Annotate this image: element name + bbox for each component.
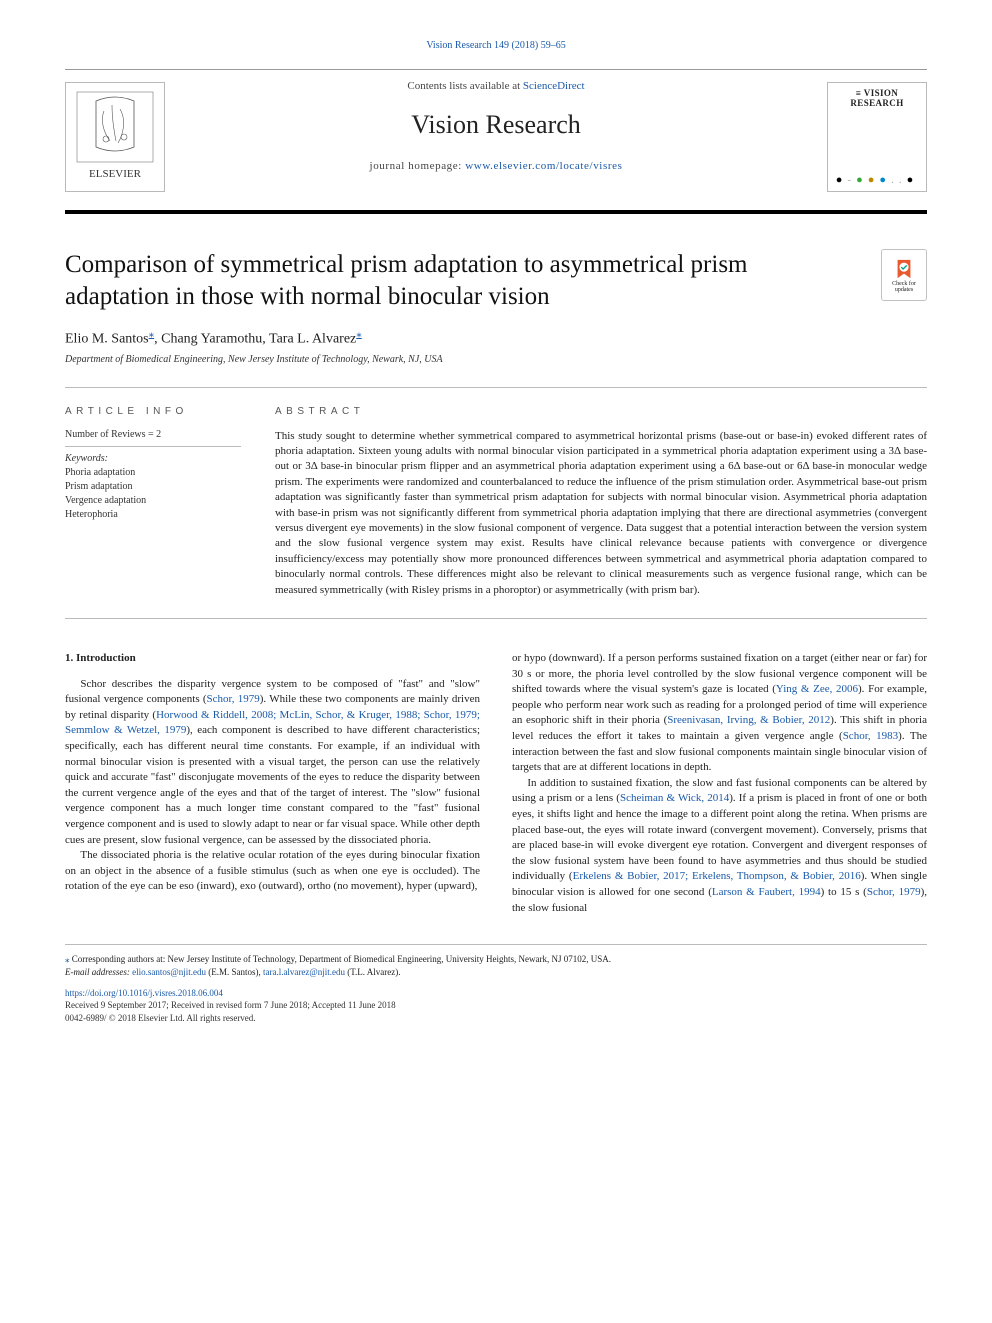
- ref-link-erkelens[interactable]: Erkelens & Bobier, 2017; Erkelens, Thomp…: [573, 870, 861, 882]
- journal-title: Vision Research: [183, 110, 809, 140]
- copyright-line: 0042-6989/ © 2018 Elsevier Ltd. All righ…: [65, 1012, 927, 1025]
- keyword-3: Vergence adaptation: [65, 494, 241, 508]
- abstract-heading: ABSTRACT: [275, 406, 927, 417]
- abstract-col: ABSTRACT This study sought to determine …: [275, 406, 927, 598]
- ref-link-larson-faubert[interactable]: Larson & Faubert, 1994: [712, 886, 821, 898]
- author-1: Elio M. Santos: [65, 332, 149, 347]
- body-columns: 1. Introduction Schor describes the disp…: [65, 651, 927, 916]
- received-line: Received 9 September 2017; Received in r…: [65, 999, 927, 1012]
- journal-cover-thumb: ≡ VISION RESEARCH ●-●●●..●: [827, 82, 927, 192]
- article-info-heading: ARTICLE INFO: [65, 406, 241, 417]
- contents-prefix: Contents lists available at: [407, 80, 522, 92]
- corr-star-icon: ⁎: [65, 954, 70, 964]
- corr-mark-1[interactable]: ⁎: [149, 328, 155, 340]
- affiliation: Department of Biomedical Engineering, Ne…: [65, 354, 927, 365]
- elsevier-logo: ELSEVIER: [65, 82, 165, 192]
- ref-link-schor1979-2[interactable]: Schor, 1979: [867, 886, 921, 898]
- intro-p1: Schor describes the disparity vergence s…: [65, 677, 480, 849]
- ref-link-sreenivasan[interactable]: Sreenivasan, Irving, & Bobier, 2012: [667, 714, 830, 726]
- email-link-2[interactable]: tara.l.alvarez@njit.edu: [263, 967, 345, 977]
- intro-p3: or hypo (downward). If a person performs…: [512, 651, 927, 776]
- homepage-link[interactable]: www.elsevier.com/locate/visres: [465, 160, 622, 172]
- email-label: E-mail addresses:: [65, 967, 132, 977]
- info-abstract-row: ARTICLE INFO Number of Reviews = 2 Keywo…: [65, 406, 927, 598]
- cover-dots-icon: ●-●●●..●: [833, 174, 921, 186]
- corr-mark-2[interactable]: ⁎: [356, 328, 362, 340]
- author-3: Tara L. Alvarez: [269, 332, 356, 347]
- bookmark-check-icon: [893, 257, 915, 281]
- authors-line: Elio M. Santos⁎, Chang Yaramothu, Tara L…: [65, 327, 927, 348]
- article-info-col: ARTICLE INFO Number of Reviews = 2 Keywo…: [65, 406, 241, 598]
- intro-p4: In addition to sustained fixation, the s…: [512, 776, 927, 916]
- journal-reference: Vision Research 149 (2018) 59–65: [65, 40, 927, 51]
- keyword-2: Prism adaptation: [65, 480, 241, 494]
- sciencedirect-link[interactable]: ScienceDirect: [523, 80, 585, 92]
- ref-link-scheiman-wick[interactable]: Scheiman & Wick, 2014: [620, 792, 729, 804]
- article-header-row: Comparison of symmetrical prism adaptati…: [65, 249, 927, 313]
- section-heading-intro: 1. Introduction: [65, 651, 480, 667]
- corr-footnote: ⁎ Corresponding authors at: New Jersey I…: [65, 953, 927, 966]
- homepage-line: journal homepage: www.elsevier.com/locat…: [183, 160, 809, 172]
- ref-link-schor1983[interactable]: Schor, 1983: [843, 730, 898, 742]
- intro-p2: The dissociated phoria is the relative o…: [65, 848, 480, 895]
- masthead-row: ELSEVIER Contents lists available at Sci…: [65, 78, 927, 192]
- keyword-4: Heterophoria: [65, 508, 241, 522]
- footnotes: ⁎ Corresponding authors at: New Jersey I…: [65, 944, 927, 1024]
- email-link-1[interactable]: elio.santos@njit.edu: [132, 967, 206, 977]
- ref-link-ying-zee[interactable]: Ying & Zee, 2006: [776, 683, 858, 695]
- email-line: E-mail addresses: elio.santos@njit.edu (…: [65, 966, 927, 979]
- page-root: Vision Research 149 (2018) 59–65 ELSEVIE…: [0, 0, 992, 1054]
- elsevier-wordmark: ELSEVIER: [89, 168, 142, 180]
- reviews-line: Number of Reviews = 2: [65, 429, 241, 447]
- abstract-text: This study sought to determine whether s…: [275, 429, 927, 598]
- cover-thumb-title: ≡ VISION RESEARCH: [833, 88, 921, 108]
- keywords-label: Keywords:: [65, 453, 241, 464]
- article-title: Comparison of symmetrical prism adaptati…: [65, 249, 805, 313]
- keyword-1: Phoria adaptation: [65, 466, 241, 480]
- author-2: Chang Yaramothu: [161, 332, 262, 347]
- ref-link-schor1979[interactable]: Schor, 1979: [207, 693, 260, 705]
- doi-link[interactable]: https://doi.org/10.1016/j.visres.2018.06…: [65, 988, 223, 998]
- masthead-center: Contents lists available at ScienceDirec…: [183, 78, 809, 172]
- check-updates-label: Check for updates: [885, 281, 923, 293]
- homepage-prefix: journal homepage:: [370, 160, 466, 172]
- doi-link-line: https://doi.org/10.1016/j.visres.2018.06…: [65, 987, 927, 1000]
- check-updates-badge[interactable]: Check for updates: [881, 249, 927, 301]
- contents-line: Contents lists available at ScienceDirec…: [183, 80, 809, 92]
- divider-mid: [65, 618, 927, 619]
- divider-top: [65, 387, 927, 388]
- masthead: ELSEVIER Contents lists available at Sci…: [65, 69, 927, 214]
